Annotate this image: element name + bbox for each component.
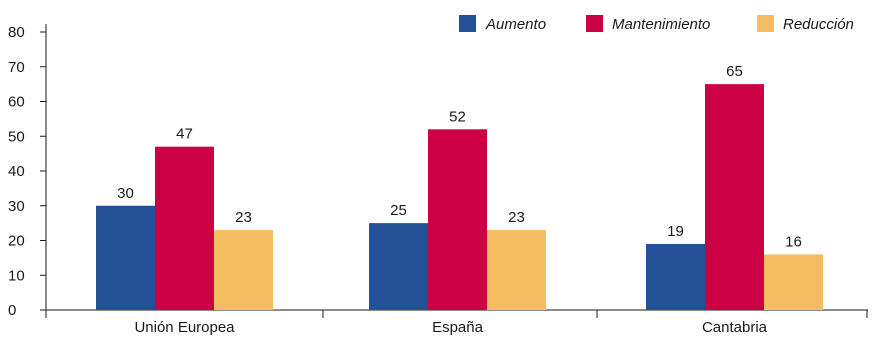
data-label: 52 bbox=[449, 108, 466, 125]
bar-mantenimiento bbox=[705, 84, 764, 310]
legend-label: Mantenimiento bbox=[612, 16, 710, 33]
data-label: 16 bbox=[785, 233, 802, 250]
x-tick-label: Cantabria bbox=[702, 319, 768, 336]
y-tick-label: 30 bbox=[8, 198, 25, 215]
y-tick-label: 40 bbox=[8, 163, 25, 180]
bar-reducción bbox=[764, 254, 823, 310]
bars-group: 30 25 19 47 52 65 23 23 16 bbox=[96, 63, 823, 310]
y-axis: 0 10 20 30 40 50 60 70 80 bbox=[8, 24, 47, 319]
legend-label: Aumento bbox=[485, 16, 546, 33]
bar-mantenimiento bbox=[155, 146, 214, 310]
data-label: 25 bbox=[390, 202, 407, 219]
legend-swatch-mantenimiento bbox=[586, 15, 603, 32]
bar-reducción bbox=[487, 230, 546, 310]
legend: Aumento Mantenimiento Reducción bbox=[459, 15, 854, 33]
x-tick-label: Unión Europea bbox=[134, 319, 235, 336]
bar-aumento bbox=[96, 205, 155, 310]
legend-swatch-reducción bbox=[757, 15, 774, 32]
data-label: 65 bbox=[726, 63, 743, 80]
bar-mantenimiento bbox=[428, 129, 487, 310]
bar-aumento bbox=[369, 223, 428, 310]
y-tick-label: 70 bbox=[8, 59, 25, 76]
data-label: 30 bbox=[117, 185, 134, 202]
y-tick-label: 0 bbox=[8, 302, 16, 319]
y-tick-label: 60 bbox=[8, 94, 25, 111]
bar-aumento bbox=[646, 243, 705, 310]
y-tick-label: 20 bbox=[8, 233, 25, 250]
bar-reducción bbox=[214, 230, 273, 310]
y-tick-label: 50 bbox=[8, 128, 25, 145]
data-label: 47 bbox=[176, 126, 193, 143]
y-tick-label: 80 bbox=[8, 24, 25, 41]
data-label: 23 bbox=[508, 209, 525, 226]
y-tick-label: 10 bbox=[8, 267, 25, 284]
data-label: 23 bbox=[235, 209, 252, 226]
legend-label: Reducción bbox=[783, 16, 854, 33]
legend-swatch-aumento bbox=[459, 15, 476, 32]
data-label: 19 bbox=[667, 223, 684, 240]
x-axis: Unión Europea España Cantabria bbox=[45, 309, 868, 336]
x-tick-label: España bbox=[432, 319, 484, 336]
